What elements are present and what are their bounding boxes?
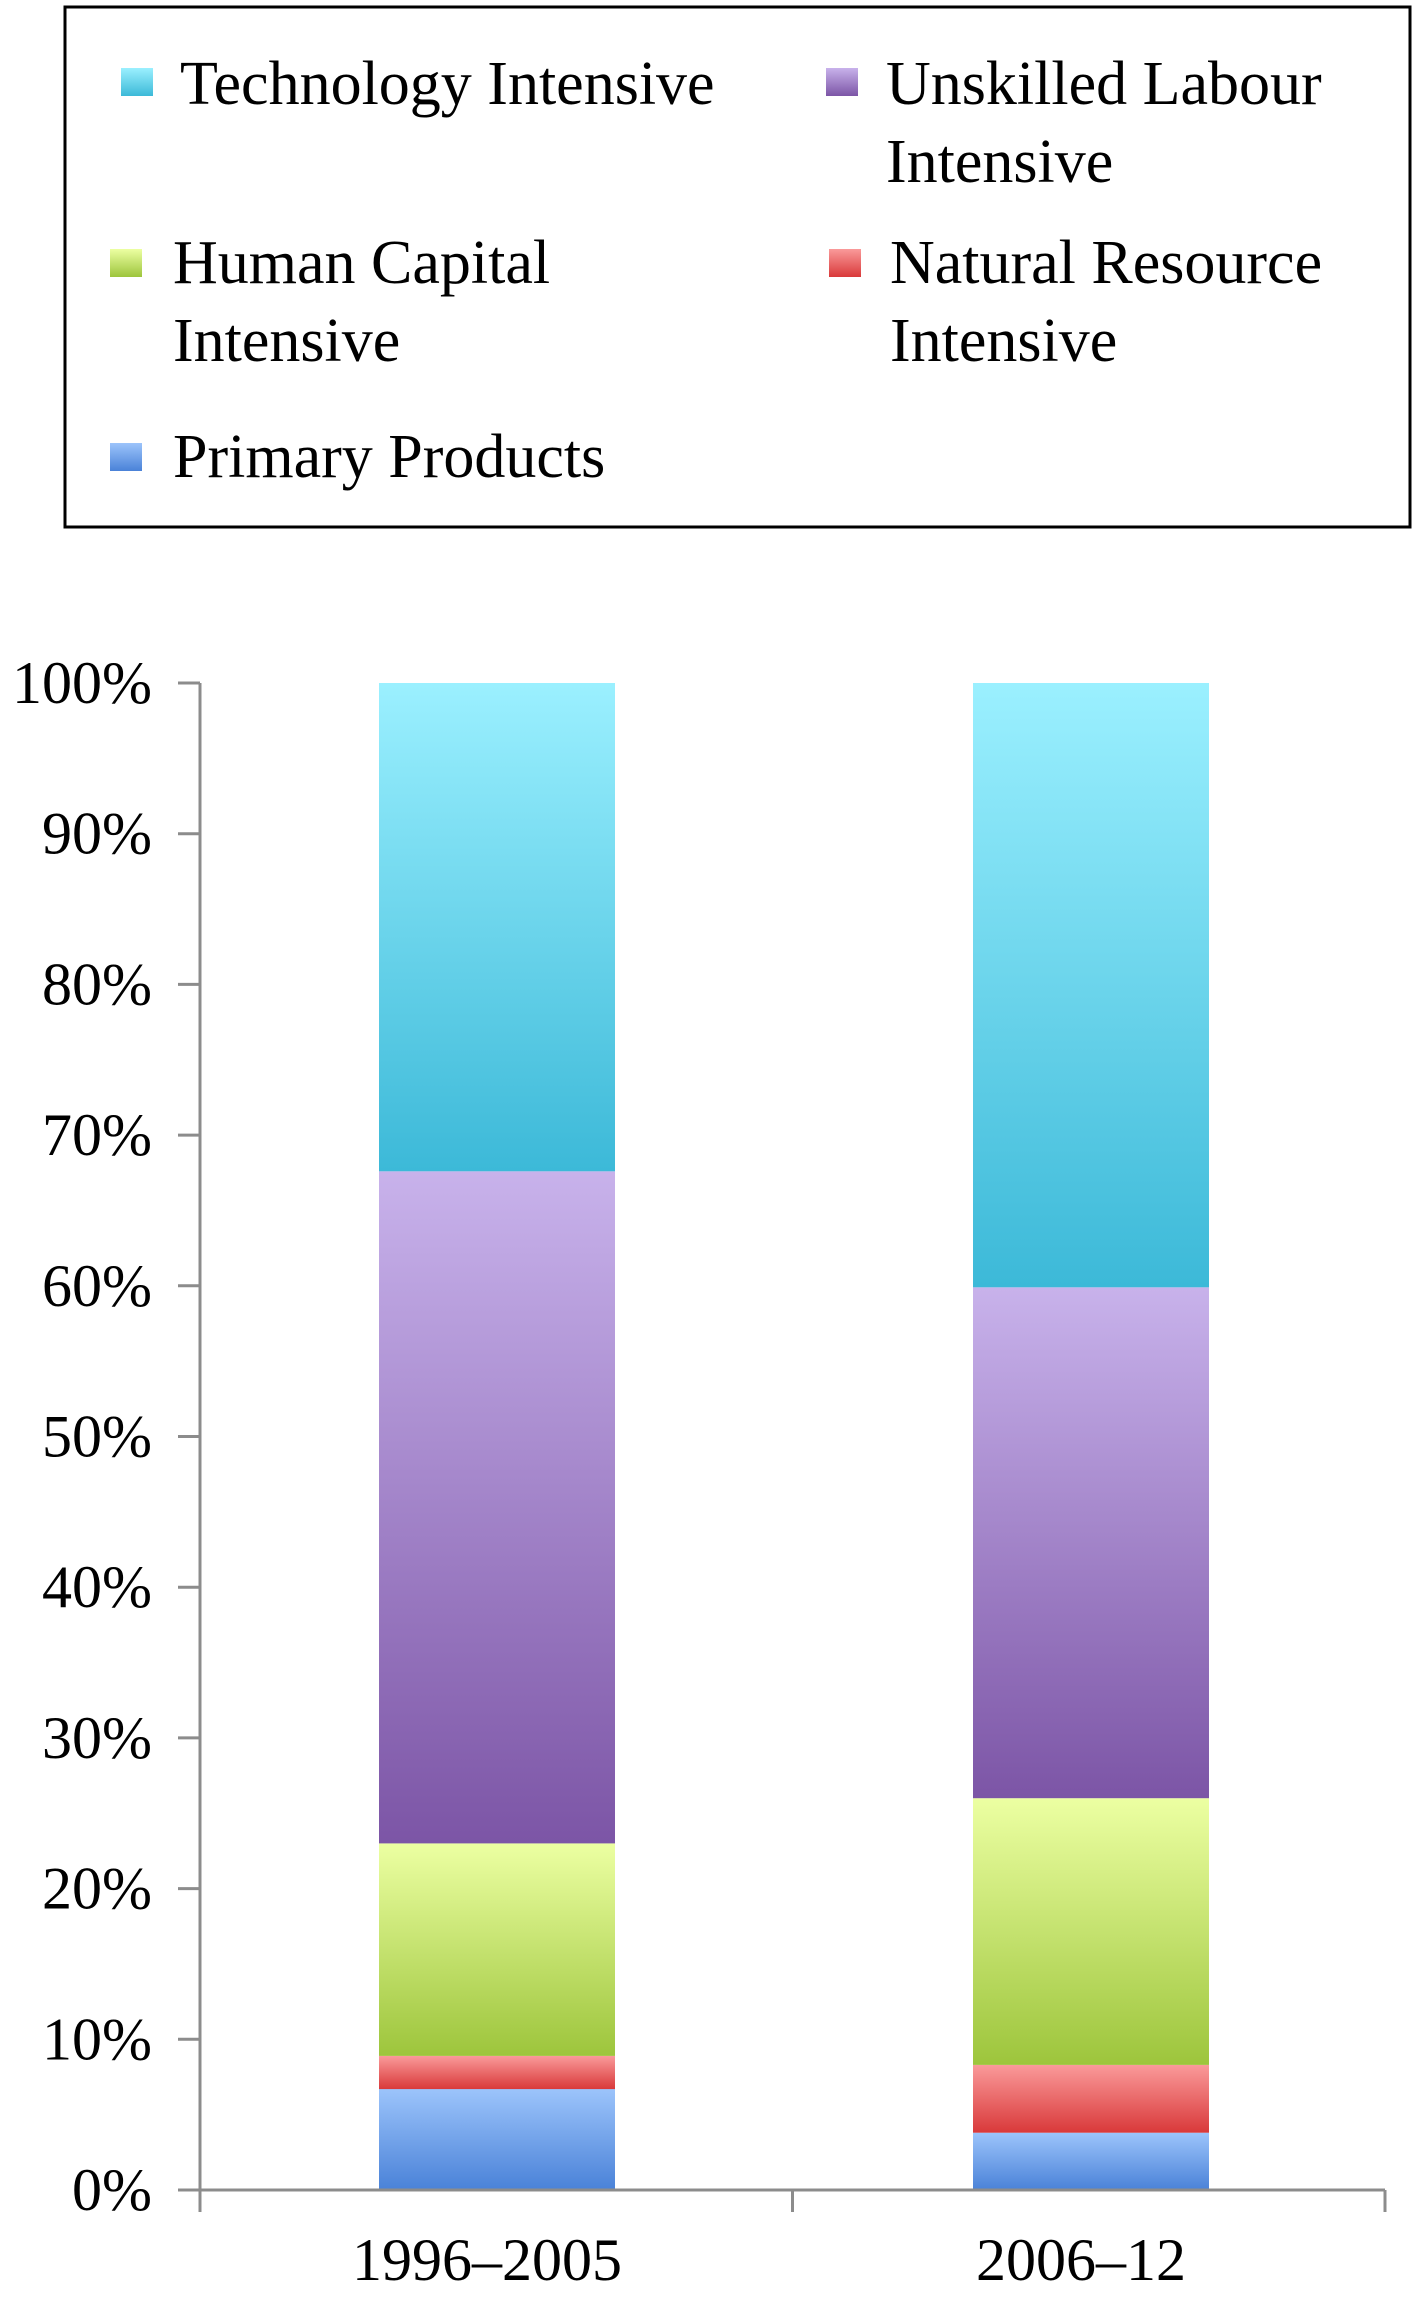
y-tick-label: 0% bbox=[72, 2157, 152, 2223]
legend-entry-unskilled-labour-intensive: Unskilled Labour Intensive bbox=[826, 50, 1337, 196]
y-tick-label: 70% bbox=[42, 1102, 152, 1168]
y-tick-label: 20% bbox=[42, 1856, 152, 1922]
y-tick-label: 40% bbox=[42, 1554, 152, 1620]
legend-entry-primary-products: Primary Products bbox=[110, 423, 605, 491]
y-tick-label: 50% bbox=[42, 1404, 152, 1470]
bar-segment-technology-intensive-1 bbox=[379, 683, 615, 1172]
bar-segment-primary-products-1 bbox=[379, 2089, 615, 2190]
legend-label-primary-products: Primary Products bbox=[173, 423, 605, 491]
legend-border bbox=[63, 5, 1412, 529]
bar-segment-human-capital-intensive-2 bbox=[973, 1798, 1209, 2065]
y-tick-label: 100% bbox=[12, 650, 152, 716]
y-tick-label: 10% bbox=[42, 2006, 152, 2072]
y-tick-label: 60% bbox=[42, 1253, 152, 1319]
y-tick-label: 30% bbox=[42, 1705, 152, 1771]
y-tick-label: 90% bbox=[42, 801, 152, 867]
legend-swatch-human-capital-intensive bbox=[110, 249, 142, 277]
legend-label-natural-resource-intensive: Natural Resource Intensive bbox=[890, 229, 1338, 375]
legend-swatch-primary-products bbox=[110, 443, 142, 471]
bar-segment-human-capital-intensive-1 bbox=[379, 1843, 615, 2056]
bar-segment-natural-resource-intensive-1 bbox=[379, 2055, 615, 2090]
legend-entry-human-capital-intensive: Human Capital Intensive bbox=[110, 229, 566, 375]
bar-segment-natural-resource-intensive-2 bbox=[973, 2064, 1209, 2133]
bars-layer bbox=[379, 683, 1209, 2190]
legend-swatch-natural-resource-intensive bbox=[829, 249, 861, 277]
bar-segment-unskilled-labour-intensive-1 bbox=[379, 1171, 615, 1844]
legend-entry-technology-intensive: Technology Intensive bbox=[121, 50, 715, 118]
legend-swatch-technology-intensive bbox=[121, 68, 153, 96]
legend-label-human-capital-intensive: Human Capital Intensive bbox=[173, 229, 566, 375]
y-tick-label: 80% bbox=[42, 951, 152, 1017]
axes-layer: 0% 10% 20% 30% 40% 50% 60% 70% 80% 90% 100% 1996–20… bbox=[12, 650, 1387, 2293]
legend-label-technology-intensive: Technology Intensive bbox=[180, 50, 715, 118]
legend-entry-natural-resource-intensive: Natural Resource Intensive bbox=[829, 229, 1338, 375]
legend-swatch-unskilled-labour-intensive bbox=[826, 68, 858, 96]
x-tick-label: 1996–2005 bbox=[352, 2227, 622, 2293]
legend: Technology Intensive Unskilled Labour In… bbox=[63, 5, 1412, 529]
bar-segment-technology-intensive-2 bbox=[973, 683, 1209, 1288]
bar-segment-unskilled-labour-intensive-2 bbox=[973, 1287, 1209, 1799]
x-tick-label: 2006–12 bbox=[976, 2227, 1186, 2293]
bar-segment-primary-products-2 bbox=[973, 2132, 1209, 2190]
legend-label-unskilled-labour-intensive: Unskilled Labour Intensive bbox=[886, 50, 1337, 196]
